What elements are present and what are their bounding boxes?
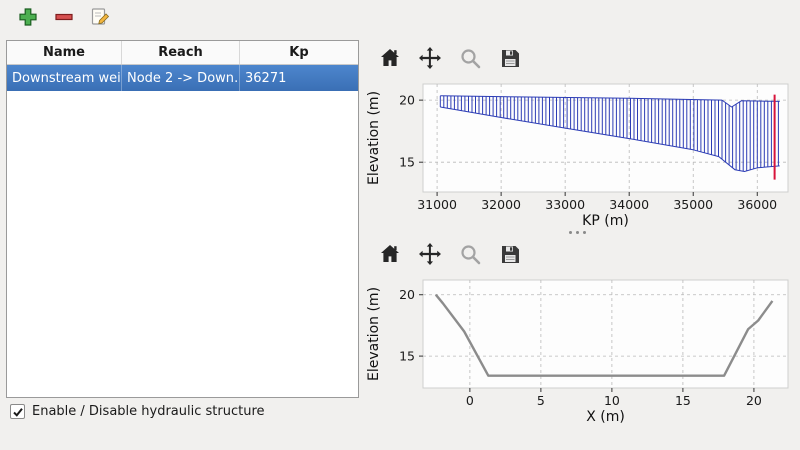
remove-structure-button[interactable]: [50, 4, 78, 32]
save-icon: [498, 242, 522, 269]
cross-section-chart-panel: 0 5 10 15 20 15 20 X (m) Elevation (m): [363, 236, 800, 426]
svg-text:0: 0: [466, 393, 474, 408]
save-button[interactable]: [495, 44, 525, 74]
structures-table: Name Reach Kp Downstream weir Node 2 -> …: [6, 40, 359, 398]
svg-text:15: 15: [399, 349, 415, 364]
table-row[interactable]: Downstream weir Node 2 -> Down… 36271: [7, 65, 358, 91]
plus-icon: [17, 6, 39, 31]
profile-chart-panel: 31000 32000 33000 34000 35000 36000 15 20 KP (m)…: [363, 40, 800, 230]
column-header-reach[interactable]: Reach: [122, 41, 240, 64]
zoom-button[interactable]: [455, 240, 485, 270]
save-icon: [498, 46, 522, 73]
enable-structure-checkbox-row: Enable / Disable hydraulic structure: [10, 404, 265, 419]
enable-structure-label: Enable / Disable hydraulic structure: [32, 404, 265, 419]
edit-icon: [89, 6, 111, 31]
profile-chart-toolbar: [363, 40, 800, 78]
svg-text:10: 10: [604, 393, 620, 408]
svg-text:20: 20: [399, 287, 415, 302]
svg-text:Elevation (m): Elevation (m): [366, 287, 382, 381]
zoom-button[interactable]: [455, 44, 485, 74]
profile-chart-canvas[interactable]: 31000 32000 33000 34000 35000 36000 15 20 KP (m)…: [363, 78, 800, 230]
save-button[interactable]: [495, 240, 525, 270]
svg-text:15: 15: [675, 393, 691, 408]
svg-text:33000: 33000: [545, 197, 585, 212]
add-structure-button[interactable]: [14, 4, 42, 32]
minus-icon: [53, 6, 75, 31]
cell-kp: 36271: [245, 70, 287, 86]
enable-structure-checkbox[interactable]: [10, 404, 25, 419]
svg-text:32000: 32000: [481, 197, 521, 212]
zoom-icon: [458, 242, 482, 269]
splitter-handle[interactable]: [560, 229, 594, 235]
main-toolbar: [0, 0, 800, 36]
cell-name: Downstream weir: [7, 65, 122, 91]
svg-text:15: 15: [399, 155, 415, 170]
home-icon: [377, 45, 403, 74]
home-button[interactable]: [375, 44, 405, 74]
pan-icon: [418, 46, 442, 73]
pan-icon: [418, 242, 442, 269]
svg-text:KP (m): KP (m): [582, 213, 629, 229]
cell-reach: Node 2 -> Down…: [122, 65, 240, 91]
cross-section-chart-canvas[interactable]: 0 5 10 15 20 15 20 X (m) Elevation (m): [363, 274, 800, 426]
home-icon: [377, 241, 403, 270]
zoom-icon: [458, 46, 482, 73]
pan-button[interactable]: [415, 44, 445, 74]
pan-button[interactable]: [415, 240, 445, 270]
svg-text:5: 5: [537, 393, 545, 408]
edit-structure-button[interactable]: [86, 4, 114, 32]
home-button[interactable]: [375, 240, 405, 270]
column-header-kp[interactable]: Kp: [289, 45, 309, 60]
svg-text:35000: 35000: [673, 197, 713, 212]
table-header: Name Reach Kp: [7, 41, 358, 65]
svg-text:20: 20: [399, 93, 415, 108]
svg-text:34000: 34000: [609, 197, 649, 212]
svg-text:Elevation (m): Elevation (m): [366, 91, 382, 185]
check-icon: [12, 407, 23, 417]
svg-text:31000: 31000: [417, 197, 457, 212]
svg-text:X (m): X (m): [586, 409, 625, 425]
column-header-name[interactable]: Name: [7, 41, 122, 64]
svg-text:20: 20: [746, 393, 762, 408]
cross-section-chart-toolbar: [363, 236, 800, 274]
svg-text:36000: 36000: [737, 197, 777, 212]
